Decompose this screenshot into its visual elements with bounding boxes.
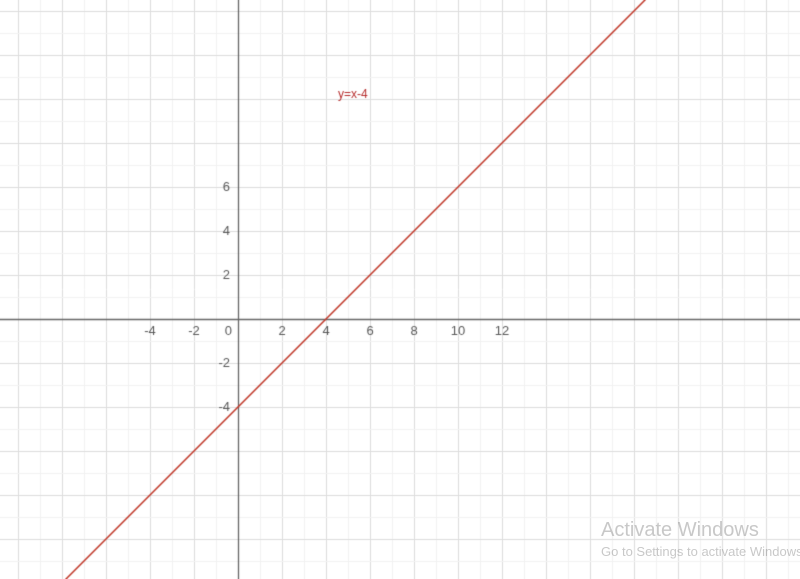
line-chart	[0, 0, 800, 579]
